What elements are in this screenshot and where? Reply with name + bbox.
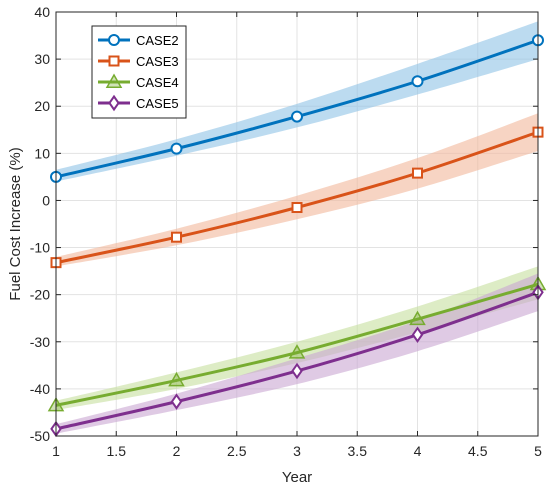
legend-label-case5: CASE5 [136, 96, 179, 111]
point-case4 [168, 371, 185, 387]
y-tick-label: 30 [34, 51, 50, 67]
legend-label-case2: CASE2 [136, 33, 179, 48]
y-tick-label: -30 [30, 334, 50, 350]
x-tick-label: 2.5 [227, 443, 247, 459]
point-case5 [411, 326, 424, 343]
y-axis-ticks: -50 -40 -30 -20 -10 0 10 20 30 40 [30, 4, 538, 444]
y-tick-label: 0 [42, 192, 50, 208]
x-tick-label: 5 [534, 443, 542, 459]
y-tick-label: 10 [34, 145, 50, 161]
legend-label-case4: CASE4 [136, 75, 179, 90]
legend-marker-case5 [108, 94, 120, 112]
legend-marker-case4 [105, 73, 123, 88]
x-tick-label: 1.5 [107, 443, 127, 459]
point-case5 [291, 362, 303, 380]
x-tick-label: 2 [173, 443, 181, 459]
y-tick-label: 20 [34, 98, 50, 114]
point-case5 [170, 393, 183, 410]
y-axis-label: Fuel Cost Increase (%) [7, 147, 24, 300]
point-case2 [170, 142, 183, 155]
legend-marker-case2 [108, 34, 120, 46]
x-axis-label: Year [282, 469, 312, 486]
y-tick-label: -50 [30, 428, 50, 444]
x-tick-label: 1 [52, 443, 60, 459]
legend-label-case3: CASE3 [136, 54, 179, 69]
point-case4 [288, 344, 306, 359]
y-tick-label: -20 [30, 287, 50, 303]
legend-marker-case3 [108, 55, 120, 67]
point-case3 [171, 231, 182, 243]
x-tick-label: 4 [414, 443, 422, 459]
point-case2 [411, 75, 424, 88]
point-case3 [412, 167, 423, 179]
point-case2 [291, 110, 303, 123]
y-tick-label: -40 [30, 381, 50, 397]
y-tick-label: 40 [34, 4, 50, 20]
y-tick-label: -10 [30, 240, 50, 256]
x-tick-label: 3 [293, 443, 301, 459]
legend: CASE2 CASE3 CASE4 CASE5 [91, 25, 187, 119]
point-case3 [291, 202, 303, 214]
x-tick-label: 4.5 [468, 443, 488, 459]
point-case4 [409, 310, 426, 326]
x-tick-label: 3.5 [348, 443, 368, 459]
band-case2 [56, 21, 538, 182]
band-case3 [56, 113, 538, 267]
x-axis-ticks: 1 1.5 2 2.5 3 3.5 4 4.5 5 [52, 12, 542, 459]
line-case4 [55, 282, 539, 407]
